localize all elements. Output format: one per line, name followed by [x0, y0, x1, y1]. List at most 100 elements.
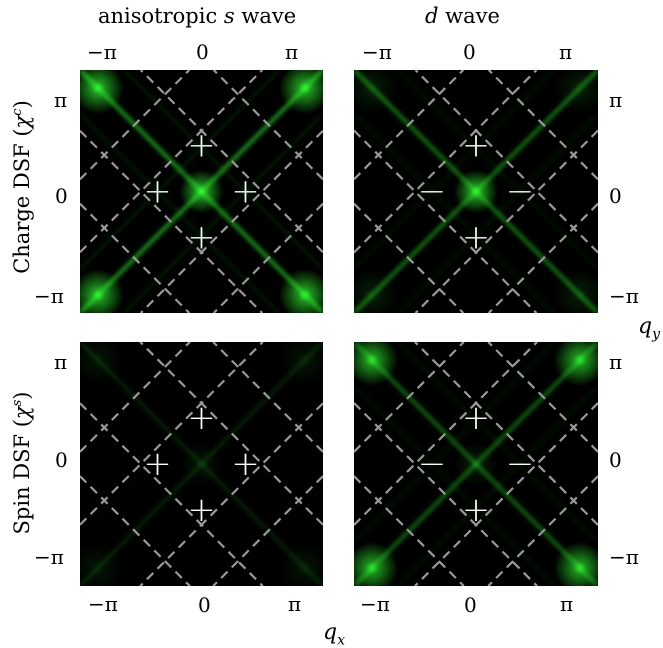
- dashed-line: [487, 70, 598, 181]
- sign-left: −: [418, 444, 447, 484]
- panel-spin-d-wave: + − − +: [354, 342, 598, 586]
- dashed-line: [354, 475, 465, 586]
- sign-top: +: [187, 398, 216, 438]
- corner-spot: [279, 342, 323, 386]
- dashed-line: [139, 129, 323, 313]
- dashed-line: [354, 70, 465, 181]
- dashed-nodal-lines: [354, 70, 598, 313]
- bottom-tick-zero-right: 0: [464, 593, 477, 617]
- corner-spot: [354, 542, 398, 586]
- dashed-line: [212, 475, 323, 586]
- dashed-nodal-lines: [354, 342, 598, 586]
- dashed-line: [212, 342, 323, 453]
- dashed-line: [487, 202, 598, 313]
- sign-bottom: +: [187, 218, 216, 258]
- sign-bottom: +: [462, 490, 491, 530]
- glow-spots: [80, 70, 323, 313]
- dsf-map-spin-s: + + + +: [80, 342, 323, 586]
- sign-top: +: [462, 398, 491, 438]
- corner-spot: [554, 542, 598, 586]
- sign-left: −: [418, 172, 447, 212]
- corner-spot: [354, 269, 398, 313]
- dashed-line: [354, 342, 465, 453]
- dashed-line: [354, 70, 538, 254]
- center-spot: [179, 169, 224, 214]
- qy-axis-label: qy: [638, 314, 661, 343]
- corner-spot: [279, 269, 323, 313]
- sign-left: +: [143, 444, 172, 484]
- dashed-line: [80, 342, 191, 453]
- glow-spots: [354, 70, 598, 313]
- dashed-line: [414, 402, 598, 586]
- top-tick-zero-left: 0: [196, 40, 209, 64]
- corner-spot: [554, 70, 598, 114]
- left-tick-pi-top: π: [54, 88, 68, 112]
- dashed-nodal-lines: [80, 342, 323, 586]
- corner-spot: [80, 542, 124, 586]
- dashed-line: [80, 70, 191, 181]
- corner-spot: [554, 269, 598, 313]
- qx-axis-label: qx: [323, 620, 345, 648]
- dashed-line: [487, 475, 598, 586]
- dashed-line: [354, 342, 538, 526]
- bottom-tick-neg-pi-left: −π: [88, 592, 118, 616]
- dashed-line: [212, 70, 323, 181]
- sign-left: +: [143, 172, 172, 212]
- sign-top: +: [187, 126, 216, 166]
- right-tick-neg-pi-bottom: −π: [609, 545, 639, 569]
- sign-top: +: [462, 126, 491, 166]
- right-tick-zero-bottom: 0: [609, 448, 622, 472]
- corner-spot: [354, 342, 398, 386]
- row-label-spin: Spin DSF (χs): [10, 391, 34, 535]
- dashed-line: [414, 342, 598, 526]
- column-title-s-wave: anisotropic s wave: [98, 4, 297, 28]
- dashed-line: [212, 202, 323, 313]
- gap-signs: +− −+: [418, 398, 535, 530]
- top-tick-neg-pi-right: −π: [362, 40, 392, 64]
- center-spot: [454, 442, 498, 486]
- glow-spots: [354, 342, 598, 586]
- panel-charge-s-wave: + + + +: [80, 70, 323, 313]
- dashed-line: [80, 402, 264, 586]
- corner-spot: [554, 342, 598, 386]
- top-tick-pi-right: π: [559, 40, 573, 64]
- corner-spot: [80, 70, 124, 114]
- center-spot: [179, 442, 224, 486]
- right-tick-pi-bottom: π: [609, 350, 623, 374]
- dashed-line: [80, 475, 191, 586]
- dashed-line: [80, 70, 264, 254]
- left-tick-zero-bottom: 0: [55, 448, 68, 472]
- dsf-map-charge-d: +− −+: [354, 70, 598, 313]
- panel-spin-s-wave: + + + +: [80, 342, 323, 586]
- left-tick-pi-bottom: π: [54, 350, 68, 374]
- glow-spots: [80, 342, 323, 586]
- top-tick-zero-right: 0: [463, 40, 476, 64]
- dashed-line: [414, 70, 598, 254]
- dashed-line: [414, 129, 598, 313]
- gap-signs: + + + +: [143, 398, 260, 530]
- row-label-charge: Charge DSF (χc): [10, 100, 34, 274]
- right-tick-neg-pi-top: −π: [609, 284, 639, 308]
- sign-bottom: +: [187, 490, 216, 530]
- panel-charge-d-wave: + − − +: [354, 70, 598, 313]
- center-spot: [454, 169, 498, 214]
- dashed-line: [80, 202, 191, 313]
- dashed-line: [354, 202, 465, 313]
- gap-signs: +− −+: [418, 126, 535, 258]
- dashed-line: [354, 402, 538, 586]
- dashed-line: [139, 402, 323, 586]
- dsf-map-spin-d: +− −+: [354, 342, 598, 586]
- dsf-map-charge-s: + + + +: [80, 70, 323, 313]
- column-title-d-wave: d wave: [425, 4, 500, 28]
- gap-signs: + + + +: [143, 126, 260, 258]
- left-tick-neg-pi-top: −π: [34, 284, 64, 308]
- corner-spot: [80, 342, 124, 386]
- top-tick-pi-left: π: [285, 40, 299, 64]
- sign-right: +: [231, 172, 260, 212]
- dashed-line: [80, 129, 264, 313]
- dashed-nodal-lines: [80, 70, 323, 313]
- left-tick-zero-top: 0: [55, 184, 68, 208]
- sign-right: +: [231, 444, 260, 484]
- dashed-line: [139, 70, 323, 254]
- bottom-tick-zero-left: 0: [198, 593, 211, 617]
